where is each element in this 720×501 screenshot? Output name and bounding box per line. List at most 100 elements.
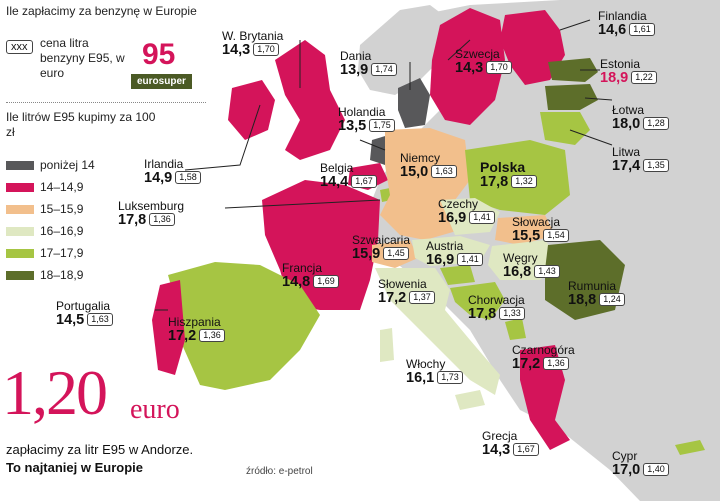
country-label: Litwa 17,4 1,35 — [612, 146, 669, 174]
country-name: Austria — [426, 239, 464, 253]
country-name: Litwa — [612, 145, 641, 159]
liters-value: 16,8 — [503, 263, 532, 280]
price-box: 1,41 — [469, 211, 495, 225]
country-label: Luksemburg 17,8 1,36 — [118, 200, 184, 228]
country-label: Chorwacja 17,8 1,33 — [468, 294, 525, 322]
country-portugal — [152, 280, 185, 375]
liters-value: 17,4 — [612, 157, 641, 174]
price-box: 1,40 — [643, 463, 669, 477]
country-name: Szwajcaria — [352, 233, 411, 247]
liters-value: 17,2 — [378, 289, 407, 306]
price-box: 1,73 — [437, 371, 463, 385]
country-sweden — [430, 8, 505, 125]
country-label: Cypr 17,0 1,40 — [612, 450, 669, 478]
legend-class-label: 17–17,9 — [40, 246, 84, 260]
legend-swatch — [6, 183, 34, 193]
country-label: Francja 14,8 1,69 — [282, 262, 339, 290]
price-box: 1,43 — [534, 265, 560, 279]
country-name: Portugalia — [56, 299, 111, 313]
price-box: 1,28 — [643, 117, 669, 131]
country-lithuania — [540, 112, 590, 145]
country-name: Chorwacja — [468, 293, 525, 307]
liters-value: 15,0 — [400, 163, 429, 180]
liters-value: 17,2 — [168, 327, 197, 344]
country-name: Belgia — [320, 161, 354, 175]
legend-class-label: 18–18,9 — [40, 268, 84, 282]
liters-value: 16,9 — [426, 251, 455, 268]
liters-value: 17,2 — [512, 355, 541, 372]
country-latvia — [545, 84, 598, 110]
price-box: 1,63 — [431, 165, 457, 179]
liters-value: 18,9 — [600, 69, 629, 86]
country-montenegro — [505, 318, 526, 340]
liters-value: 13,9 — [340, 61, 369, 78]
legend-class-label: 16–16,9 — [40, 224, 84, 238]
legend-liters-title: Ile litrów E95 kupimy za 100 zł — [6, 110, 156, 139]
legend-key-description: cena litra benzyny E95, w euro — [40, 36, 125, 80]
country-name: Luksemburg — [118, 199, 185, 213]
leader-lines — [155, 19, 613, 311]
country-cyprus — [675, 440, 705, 455]
price-box: 1,67 — [351, 175, 377, 189]
country-label: Słowenia 17,2 1,37 — [378, 278, 435, 306]
price-box: 1,35 — [643, 159, 669, 173]
country-italy-sicily — [455, 390, 485, 410]
liters-value: 15,9 — [352, 245, 381, 262]
liters-value: 17,8 — [480, 173, 509, 190]
country-name: Cypr — [612, 449, 638, 463]
country-label: Austria 16,9 1,41 — [426, 240, 483, 268]
country-label: Szwajcaria 15,9 1,45 — [352, 234, 410, 262]
country-name: Finlandia — [598, 9, 647, 23]
country-name: Estonia — [600, 57, 641, 71]
country-slovakia — [495, 215, 555, 245]
country-label: Finlandia 14,6 1,61 — [598, 10, 655, 38]
legend-class-item: 14–14,9 — [6, 180, 83, 194]
price-box: 1,45 — [383, 247, 409, 261]
country-label: Włochy 16,1 1,73 — [406, 358, 463, 386]
country-label: Belgia 14,4 1,67 — [320, 162, 377, 190]
price-box: 1,41 — [457, 253, 483, 267]
country-spain — [168, 262, 320, 390]
country-great-britain — [275, 40, 345, 160]
price-box: 1,75 — [369, 119, 395, 133]
country-italy-sardinia — [380, 328, 394, 362]
price-box: 1,63 — [87, 313, 113, 327]
price-box: 1,67 — [513, 443, 539, 457]
country-name: Łotwa — [612, 103, 645, 117]
liters-value: 14,8 — [282, 273, 311, 290]
country-greece — [520, 345, 570, 450]
country-name: Irlandia — [144, 157, 184, 171]
country-name: Szwecja — [455, 47, 500, 61]
price-box: 1,32 — [511, 175, 537, 189]
andorra-unit: euro — [130, 394, 180, 425]
price-box: 1,36 — [543, 357, 569, 371]
legend-swatch — [6, 271, 34, 281]
liters-value: 15,5 — [512, 227, 541, 244]
country-name: W. Brytania — [222, 29, 284, 43]
price-box: 1,69 — [313, 275, 339, 289]
liters-value: 17,0 — [612, 461, 641, 478]
country-name: Włochy — [406, 357, 446, 371]
liters-value: 14,6 — [598, 21, 627, 38]
country-name: Francja — [282, 261, 323, 275]
country-label: Czechy 16,9 1,41 — [438, 198, 495, 226]
country-ireland — [228, 80, 275, 140]
country-name: Czarnogóra — [512, 343, 575, 357]
price-box: 1,36 — [199, 329, 225, 343]
country-italy — [375, 268, 500, 395]
country-denmark — [398, 78, 430, 128]
liters-value: 14,3 — [482, 441, 511, 458]
legend-divider — [6, 102, 206, 103]
country-slovenia — [440, 265, 475, 285]
country-label: Słowacja 15,5 1,54 — [512, 216, 569, 244]
liters-value: 16,1 — [406, 369, 435, 386]
liters-value: 14,4 — [320, 173, 349, 190]
country-name: Niemcy — [400, 151, 441, 165]
country-estonia — [548, 58, 598, 82]
country-label: Estonia 18,9 1,22 — [600, 58, 657, 86]
country-croatia — [450, 282, 505, 320]
country-label: Czarnogóra 17,2 1,36 — [512, 344, 575, 372]
country-label: Rumunia 18,8 1,24 — [568, 280, 625, 308]
andorra-price: 1,20 — [2, 357, 108, 428]
legend-swatch — [6, 161, 34, 171]
